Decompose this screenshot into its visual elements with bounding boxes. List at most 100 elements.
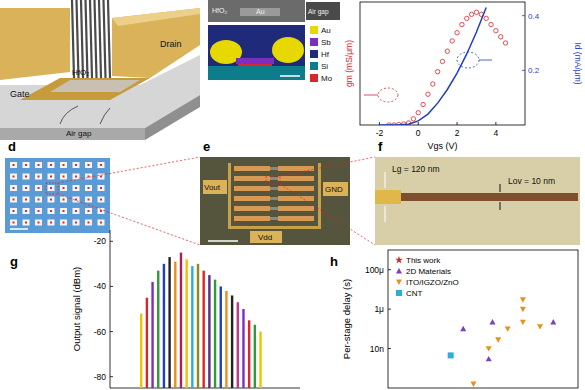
device-core	[25, 210, 27, 212]
finger	[278, 206, 314, 211]
device-core	[63, 187, 65, 189]
finger	[278, 176, 314, 181]
scale-bar	[208, 240, 238, 242]
legend-swatch	[310, 26, 318, 34]
gm-point	[469, 12, 473, 16]
spectrum-bar	[248, 320, 250, 388]
zoom-box	[46, 183, 58, 194]
label: GND	[325, 185, 343, 194]
label: Au	[256, 8, 265, 15]
x-tick-label: -2	[376, 128, 384, 138]
device-core	[100, 222, 102, 224]
spectrum-bar	[220, 286, 222, 388]
device-cell	[48, 197, 55, 203]
finger	[278, 216, 314, 221]
array-background	[5, 158, 110, 233]
device-core	[25, 164, 27, 166]
device-core	[50, 164, 52, 166]
finger	[234, 196, 270, 201]
device-cell	[10, 162, 17, 168]
x-tick	[457, 122, 458, 125]
source-pad	[0, 8, 70, 80]
sem-image	[208, 0, 305, 22]
legend-label: Mo	[321, 74, 333, 83]
device-cell	[35, 185, 42, 191]
device-cell	[85, 220, 92, 226]
y-tick-label: 1μ	[374, 304, 384, 314]
zoom-line	[280, 157, 375, 176]
spectrum-bar	[208, 275, 210, 388]
channel-stripe	[108, 0, 110, 78]
dim-arrow	[500, 184, 501, 192]
delay-point	[486, 356, 492, 361]
eds-sb	[236, 58, 274, 64]
y2-tick-label: 0.2	[528, 66, 540, 75]
device-core	[13, 187, 15, 189]
substrate-front	[0, 128, 145, 140]
rail	[318, 163, 321, 229]
device-core	[38, 176, 40, 178]
delay-point	[505, 326, 511, 331]
x-tick	[495, 122, 496, 125]
y-axis-label: gm (mS/μm)	[344, 40, 354, 87]
arrow	[479, 60, 492, 61]
delay-point	[490, 319, 496, 324]
device-core	[88, 187, 90, 189]
figure: defghDrainHfO₂GateAir gapHfO₂AuAir gapAu…	[0, 0, 585, 390]
zoom-line	[58, 194, 200, 245]
rail	[228, 226, 321, 229]
plot-frame	[388, 250, 578, 388]
panel-letter: h	[330, 254, 338, 269]
device-cell	[48, 220, 55, 226]
scale-bar	[280, 75, 300, 77]
spectrum-bar	[163, 264, 165, 388]
device-core	[50, 210, 52, 212]
device-cell	[10, 174, 17, 180]
device-cell	[23, 174, 30, 180]
gm-point	[484, 16, 488, 20]
gm-point	[499, 35, 503, 39]
y-axis-label: Output signal (dBm)	[71, 267, 82, 351]
device-cell	[85, 185, 92, 191]
device-cell	[23, 208, 30, 214]
device-core	[88, 199, 90, 201]
device-core	[75, 164, 77, 166]
pad	[323, 182, 348, 196]
rail	[228, 163, 231, 229]
transfer-chart: -20240.20.4Vgs (V)gm (mS/μm)Id (mA/μm)	[344, 2, 583, 151]
label: Vout	[204, 183, 221, 192]
y-tick	[110, 331, 113, 332]
device-core	[100, 210, 102, 212]
array-image	[5, 157, 200, 245]
spectrum-bar	[185, 259, 187, 388]
device-cell	[85, 208, 92, 214]
delay-point	[486, 346, 492, 351]
zoom-box	[266, 176, 280, 184]
device-cell	[85, 174, 92, 180]
zoom-line	[58, 157, 200, 183]
gate	[20, 78, 150, 100]
y-tick	[388, 348, 391, 349]
delay-point	[471, 382, 477, 387]
panel-letter: f	[378, 139, 383, 154]
gm-point	[460, 22, 464, 26]
delay-point	[537, 324, 543, 329]
device-cell	[35, 208, 42, 214]
device-core	[25, 176, 27, 178]
device-core	[100, 199, 102, 201]
delay-chart: 100μ1μ10nPer-stage delay (s)This work2D …	[341, 250, 578, 388]
gm-point	[421, 102, 425, 106]
device-cell	[23, 220, 30, 226]
y-tick	[110, 286, 113, 287]
legend-label: Au	[321, 26, 331, 35]
device-cell	[10, 197, 17, 203]
device-cell	[35, 162, 42, 168]
plot-frame	[360, 2, 525, 125]
gm-point	[474, 10, 478, 14]
device-cell	[23, 197, 30, 203]
channel	[270, 197, 278, 200]
dim-arrow	[385, 172, 386, 188]
spectrum-bar	[203, 271, 205, 388]
device-cell	[35, 220, 42, 226]
y2-tick-label: 0.4	[528, 12, 540, 21]
